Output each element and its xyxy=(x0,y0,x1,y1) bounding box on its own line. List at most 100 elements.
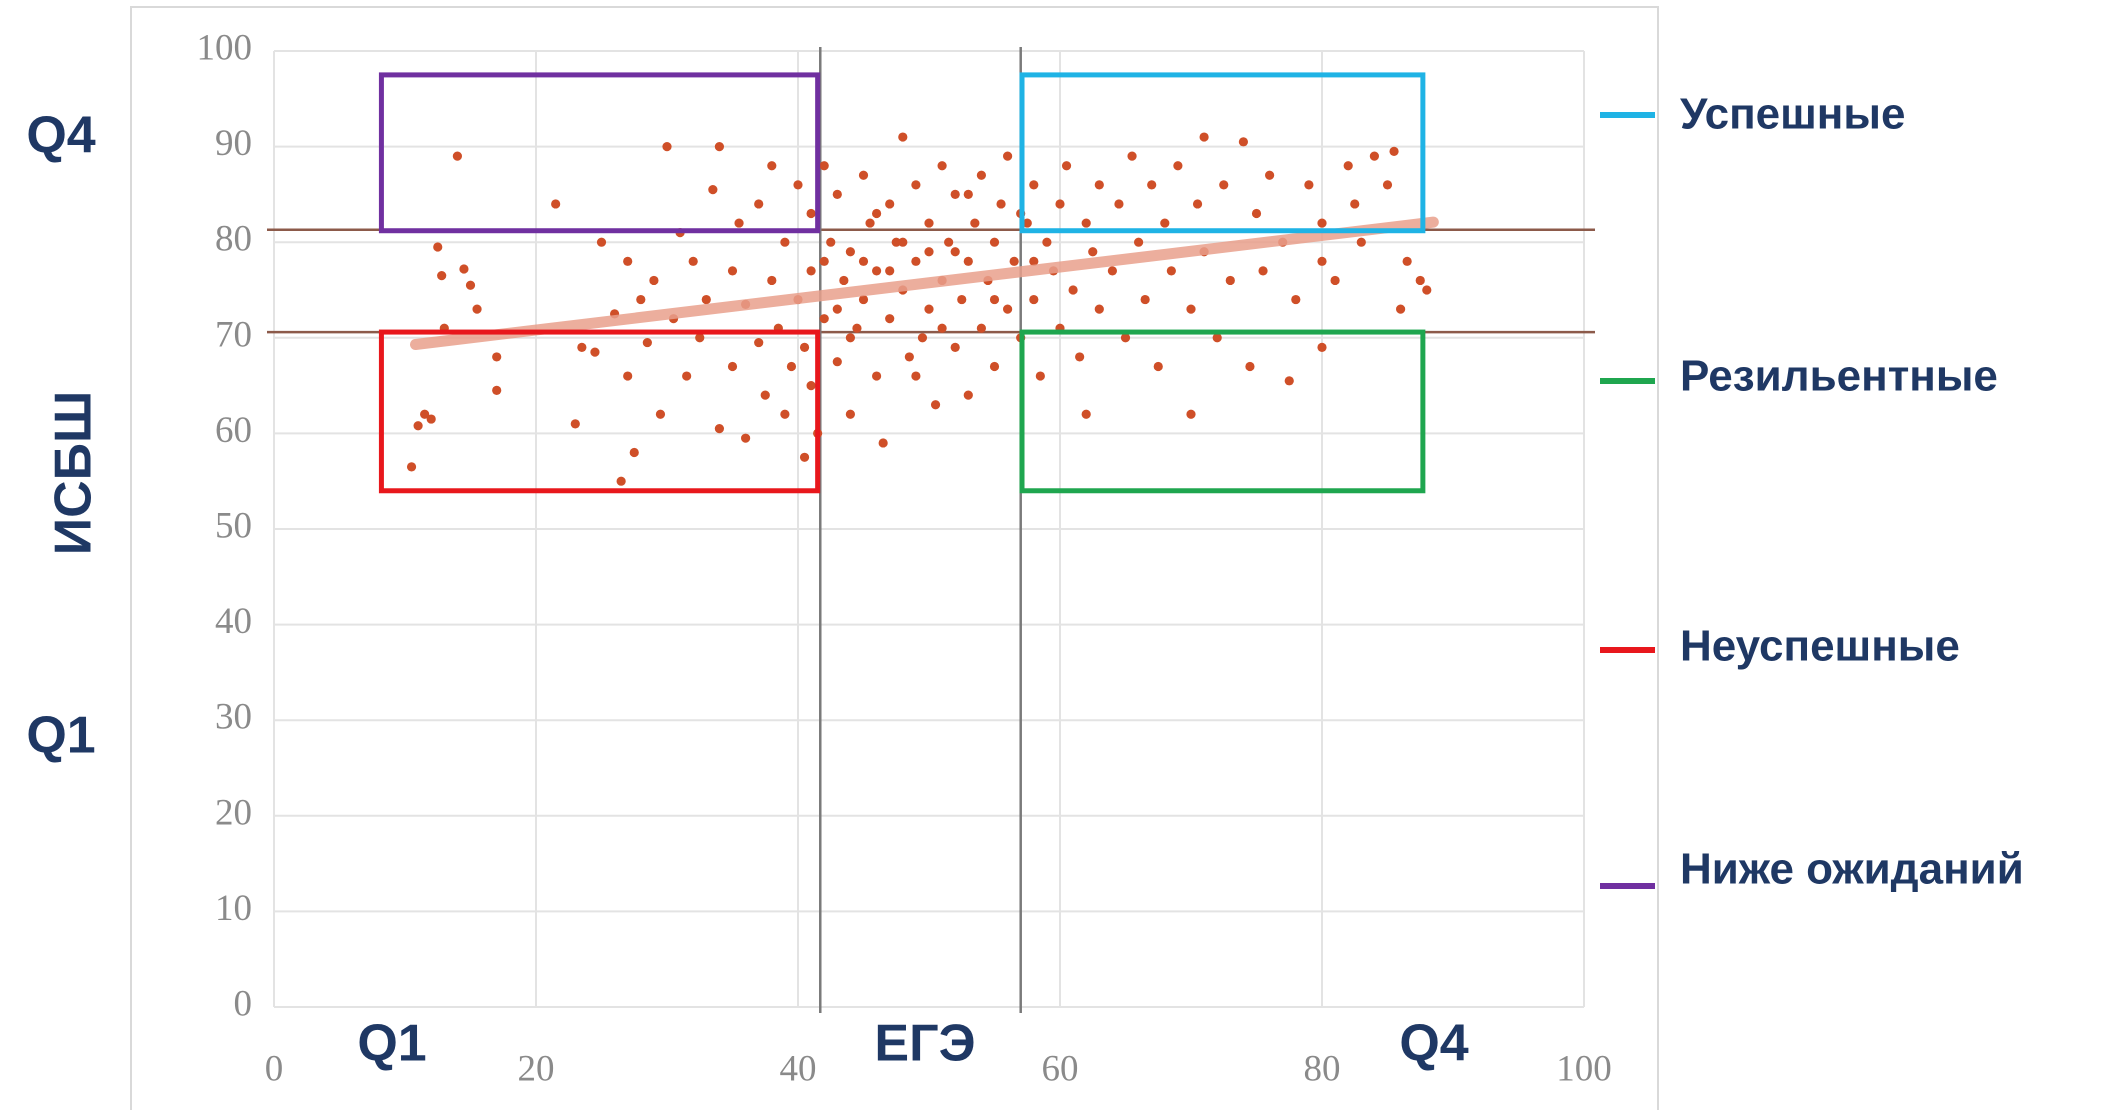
point xyxy=(989,361,1000,372)
point xyxy=(1107,266,1117,276)
point xyxy=(819,314,829,324)
x-quartile-label: Q4 xyxy=(1399,1015,1468,1073)
point xyxy=(623,256,633,266)
point xyxy=(413,421,423,431)
point xyxy=(1317,342,1327,352)
point xyxy=(406,462,417,472)
point xyxy=(714,424,725,434)
point xyxy=(885,314,895,324)
point xyxy=(786,361,797,372)
point xyxy=(1251,208,1262,219)
point xyxy=(1219,180,1229,190)
point xyxy=(1415,275,1425,286)
y-tick-label: 40 xyxy=(215,601,252,642)
point xyxy=(1094,180,1104,190)
point xyxy=(780,409,790,419)
point xyxy=(872,371,882,381)
point xyxy=(1068,285,1078,295)
point xyxy=(1284,376,1294,386)
point xyxy=(885,199,895,209)
point xyxy=(924,247,934,257)
point xyxy=(767,275,777,286)
point xyxy=(1173,161,1183,171)
point xyxy=(1120,333,1131,343)
point xyxy=(1317,256,1327,266)
point xyxy=(623,371,633,381)
y-tick-label: 30 xyxy=(215,697,252,738)
point xyxy=(662,142,672,152)
point xyxy=(911,371,921,381)
point xyxy=(767,161,777,171)
point xyxy=(1330,275,1340,286)
point xyxy=(924,304,934,314)
point xyxy=(1134,237,1144,247)
y-tick-label: 100 xyxy=(197,27,253,68)
point xyxy=(976,170,987,180)
point xyxy=(437,271,447,281)
x-tick-label: 40 xyxy=(780,1048,817,1089)
point xyxy=(858,294,869,305)
point xyxy=(858,170,869,180)
point xyxy=(1094,304,1104,314)
point xyxy=(1258,266,1268,276)
x-tick-label: 60 xyxy=(1042,1048,1079,1089)
y-tick-label: 90 xyxy=(215,123,252,164)
point xyxy=(917,333,928,343)
point xyxy=(819,256,829,266)
region-box xyxy=(378,72,821,234)
point xyxy=(819,161,829,171)
trend-line xyxy=(409,216,1439,350)
point xyxy=(924,218,934,228)
point xyxy=(1199,132,1209,142)
point xyxy=(1022,218,1032,228)
legend-label: Резильентные xyxy=(1680,352,1998,401)
point xyxy=(950,342,960,352)
point xyxy=(1081,218,1091,228)
y-quartile-label: Q1 xyxy=(26,707,95,765)
point xyxy=(832,357,842,367)
point xyxy=(898,237,908,247)
point xyxy=(832,304,842,314)
point xyxy=(845,333,856,343)
point xyxy=(1265,170,1275,180)
point xyxy=(963,390,973,400)
point xyxy=(944,237,954,247)
y-tick-label: 10 xyxy=(215,888,252,929)
point xyxy=(989,294,1000,305)
point xyxy=(872,208,882,219)
legend-label: Ниже ожиданий xyxy=(1680,845,2024,894)
region-box xyxy=(378,329,821,494)
point xyxy=(1160,218,1170,228)
point xyxy=(1225,275,1235,286)
point xyxy=(898,132,908,142)
point xyxy=(1061,161,1072,171)
point xyxy=(1009,256,1019,266)
point xyxy=(695,333,705,343)
y-tick-label: 70 xyxy=(215,314,252,355)
point xyxy=(957,294,967,305)
point xyxy=(989,237,1000,247)
point xyxy=(937,161,947,171)
point xyxy=(1343,161,1353,171)
point xyxy=(806,208,816,219)
point xyxy=(911,180,921,190)
x-tick-label: 0 xyxy=(265,1048,284,1089)
point xyxy=(492,352,502,362)
point xyxy=(1081,409,1091,419)
point xyxy=(682,371,692,381)
point xyxy=(1238,137,1248,147)
point xyxy=(826,237,836,247)
point xyxy=(799,342,810,352)
y-tick-label: 0 xyxy=(234,983,253,1024)
point xyxy=(1035,371,1045,381)
point xyxy=(1029,294,1039,305)
region-box xyxy=(1019,72,1426,234)
y-tick-label: 50 xyxy=(215,505,252,546)
legend-label: Успешные xyxy=(1680,90,1905,139)
point xyxy=(904,352,914,362)
point xyxy=(433,242,443,252)
point xyxy=(734,218,744,228)
point xyxy=(655,409,666,419)
point xyxy=(963,189,973,199)
point xyxy=(1291,294,1301,305)
